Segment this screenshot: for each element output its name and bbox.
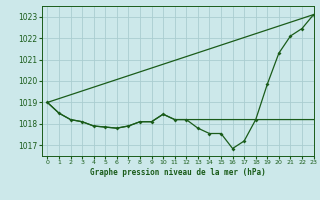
X-axis label: Graphe pression niveau de la mer (hPa): Graphe pression niveau de la mer (hPa) <box>90 168 266 177</box>
